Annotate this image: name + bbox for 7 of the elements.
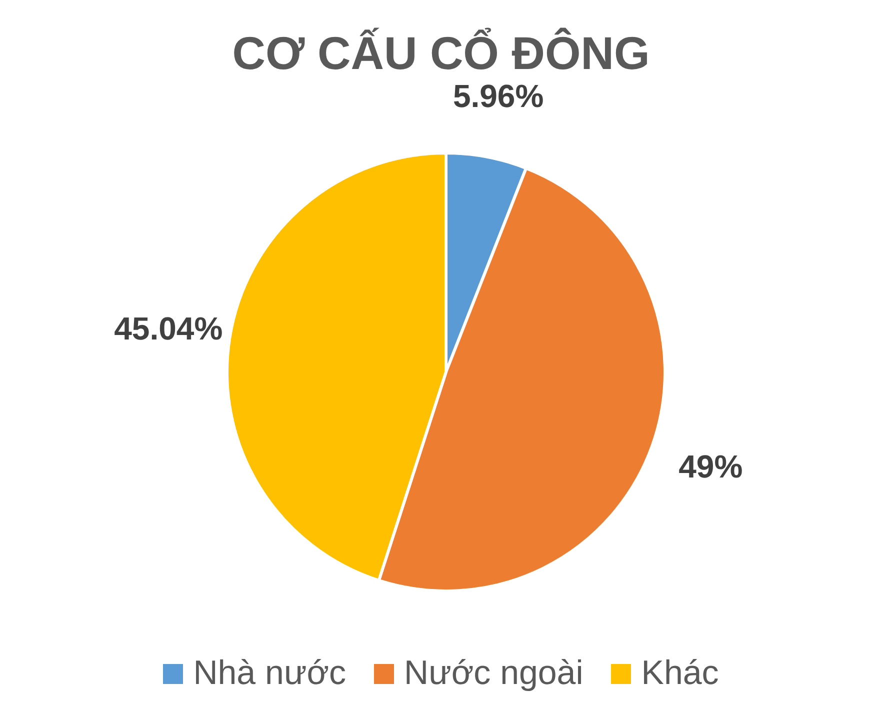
data-label: 49%	[678, 448, 743, 485]
legend-label: Khác	[641, 654, 719, 693]
legend-label: Nhà nước	[193, 654, 346, 693]
data-label: 45.04%	[114, 310, 223, 346]
data-label: 5.96%	[452, 78, 544, 114]
chart-title: CƠ CẤU CỔ ĐÔNG	[231, 26, 651, 80]
legend-label: Nước ngoài	[404, 654, 584, 693]
